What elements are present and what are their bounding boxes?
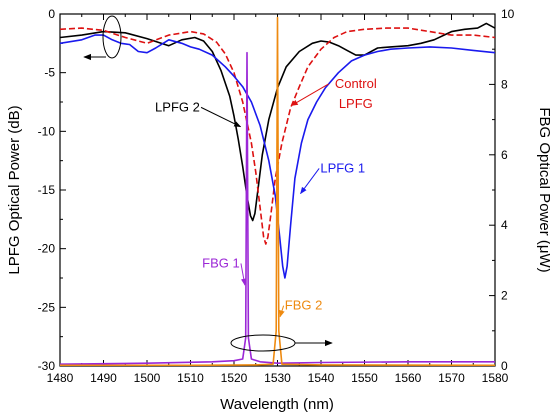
x-tick-label: 1480 bbox=[47, 371, 74, 385]
x-axis-ticks: 1480 1490 1500 1510 1520 1530 1540 1550 1560 1570… bbox=[47, 14, 509, 385]
annotation-arrow bbox=[279, 305, 285, 318]
left-y-tick-label: -25 bbox=[38, 300, 56, 314]
x-tick-label: 1540 bbox=[308, 371, 335, 385]
x-tick-label: 1530 bbox=[264, 371, 291, 385]
annotation-label: FBG 1 bbox=[202, 255, 240, 270]
annotation-label: LPFG 1 bbox=[320, 160, 365, 175]
left-y-tick-label: -5 bbox=[44, 66, 55, 80]
x-tick-label: 1490 bbox=[90, 371, 117, 385]
x-tick-label: 1520 bbox=[221, 371, 248, 385]
x-tick-label: 1550 bbox=[351, 371, 378, 385]
x-tick-label: 1580 bbox=[482, 371, 509, 385]
right-axis-indicator-ellipse bbox=[230, 334, 296, 352]
annotation-label: LPFG 2 bbox=[155, 99, 200, 114]
left-y-axis-ticks: 0 -5 -10 -15 -20 -25 -30 bbox=[38, 7, 66, 373]
x-tick-label: 1510 bbox=[177, 371, 204, 385]
right-y-axis-ticks: 0 2 4 6 8 10 bbox=[489, 7, 515, 373]
right-y-tick-label: 6 bbox=[501, 148, 508, 162]
left-y-tick-label: -15 bbox=[38, 183, 56, 197]
series-line-5 bbox=[60, 16, 495, 366]
left-y-tick-label: -20 bbox=[38, 242, 56, 256]
annotation-label: LPFG bbox=[339, 96, 373, 111]
annotation-arrow bbox=[300, 168, 320, 195]
series-group bbox=[60, 16, 495, 366]
series-line-1 bbox=[60, 22, 495, 222]
x-tick-label: 1560 bbox=[395, 371, 422, 385]
right-y-tick-label: 0 bbox=[501, 359, 508, 373]
left-y-tick-label: -10 bbox=[38, 124, 56, 138]
annotations-group: LPFG 2 Control LPFG LPFG 1 FBG 1 FBG 2 bbox=[155, 76, 377, 318]
left-axis-indicator-ellipse bbox=[102, 15, 122, 59]
annotation-arrow bbox=[200, 106, 242, 128]
right-y-tick-label: 10 bbox=[501, 7, 515, 21]
right-y-tick-label: 2 bbox=[501, 289, 508, 303]
right-y-tick-label: 4 bbox=[501, 218, 508, 232]
right-y-tick-label: 8 bbox=[501, 77, 508, 91]
annotation-arrow bbox=[240, 263, 247, 286]
left-y-tick-label: 0 bbox=[48, 7, 55, 21]
series-line-3 bbox=[60, 34, 495, 279]
annotation-label: FBG 2 bbox=[285, 298, 323, 313]
left-y-tick-label: -30 bbox=[38, 359, 56, 373]
series-line-4 bbox=[60, 51, 495, 365]
x-tick-label: 1570 bbox=[438, 371, 465, 385]
annotation-arrow bbox=[290, 83, 329, 106]
annotation-label: Control bbox=[335, 76, 377, 91]
left-y-axis-label: LPFG Optical Power (dB) bbox=[6, 105, 23, 274]
x-axis-label: Wavelength (nm) bbox=[220, 396, 334, 413]
right-y-axis-label: FBG Optical Power (μW) bbox=[536, 107, 550, 272]
x-tick-label: 1500 bbox=[134, 371, 161, 385]
